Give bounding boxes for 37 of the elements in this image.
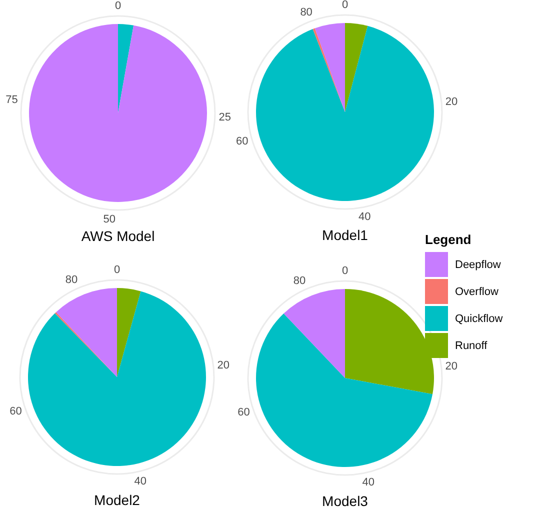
- text: 80: [65, 274, 78, 286]
- legend-title: Legend: [425, 232, 472, 247]
- text: 40: [134, 475, 146, 488]
- text: 50: [103, 214, 116, 226]
- text: 0: [114, 264, 120, 276]
- text: 80: [300, 6, 312, 18]
- text: 0: [114, 0, 122, 12]
- pie-slice: [28, 291, 206, 466]
- pie-slice: [117, 288, 141, 377]
- pie-slice: [29, 24, 207, 202]
- text: AWS Model: [81, 228, 155, 244]
- text: 40: [358, 211, 371, 224]
- text: 40: [362, 476, 374, 488]
- legend-label: Runoff: [455, 340, 488, 352]
- legend-label: Quickflow: [455, 313, 503, 325]
- legend-label: Deepflow: [455, 259, 501, 271]
- pie-slice: [118, 24, 134, 113]
- pie-slice: [56, 288, 117, 377]
- text: 0: [342, 0, 348, 11]
- text: 20: [445, 360, 458, 372]
- text: 80: [293, 275, 306, 288]
- pie-slice: [284, 289, 345, 378]
- text: 60: [238, 406, 250, 419]
- text: 60: [236, 135, 248, 148]
- pie-slice: [256, 314, 433, 467]
- pie-slice: [345, 23, 368, 112]
- text: Model2: [94, 492, 140, 508]
- text: Model1: [322, 227, 368, 243]
- text: 20: [217, 359, 230, 372]
- text: 25: [218, 111, 232, 124]
- text: Model3: [322, 493, 368, 509]
- text: 20: [445, 96, 458, 108]
- text: 0: [342, 265, 348, 277]
- pie-slice: [256, 26, 434, 201]
- text: 75: [6, 94, 18, 106]
- legend-label: Overflow: [455, 286, 498, 298]
- text: 60: [10, 406, 22, 418]
